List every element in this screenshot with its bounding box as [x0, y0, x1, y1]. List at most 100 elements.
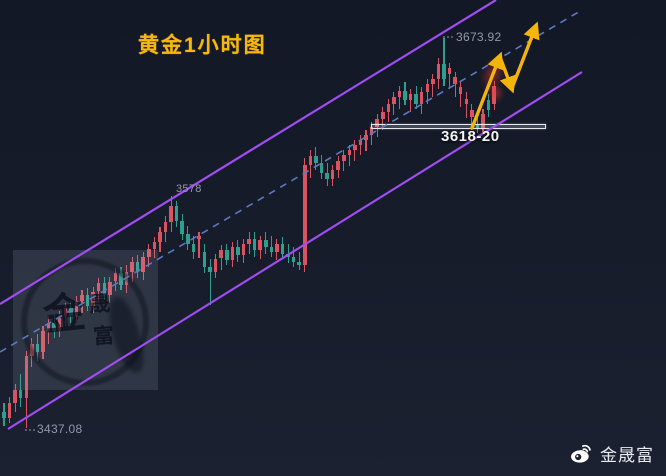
brand-name: 金晟富 [600, 446, 654, 465]
candle-body [147, 248, 151, 257]
candle-body [119, 273, 123, 285]
candle-body [436, 64, 441, 79]
candle-body [353, 144, 357, 150]
candle-wick [359, 135, 362, 155]
candle-wick [432, 74, 434, 98]
candle-body [442, 64, 446, 79]
candle-body [91, 291, 95, 307]
candle-wick [298, 251, 300, 270]
candle-body [403, 90, 407, 101]
candle-body [80, 294, 84, 302]
candle-wick [365, 130, 367, 152]
candle-body [152, 242, 157, 249]
candle-body [464, 98, 469, 104]
candle-body [30, 344, 34, 356]
candle-body [24, 355, 29, 399]
candle-body [481, 113, 485, 129]
candle-body [291, 256, 296, 262]
candle-body [330, 169, 335, 180]
candle-body [358, 140, 363, 145]
candle-body [431, 79, 435, 84]
candle-body [453, 77, 457, 84]
candle-body [414, 93, 418, 104]
candle-body [325, 172, 329, 180]
candle-wick [449, 62, 451, 89]
candle-body [63, 307, 68, 317]
swing-high-label: 3578 [176, 183, 202, 195]
candle-body [74, 301, 79, 317]
candle-body [57, 316, 62, 331]
candle-body [419, 92, 424, 104]
candle-body [347, 149, 352, 155]
candle-body [46, 322, 51, 331]
candle-body [269, 247, 274, 252]
watermark-stamp: 金 晟 富 [12, 249, 158, 395]
candle-body [202, 251, 207, 267]
candle-wick [465, 92, 467, 119]
support-zone-band [371, 124, 546, 129]
projection-arrow-segment [510, 21, 540, 90]
candle-wick [393, 92, 395, 116]
candle-body [69, 307, 73, 317]
candle-body [297, 261, 301, 266]
candle-body [180, 220, 184, 234]
candle-body [386, 103, 391, 112]
candle-body [96, 283, 101, 292]
projection-arrow-segment [498, 55, 516, 94]
support-zone-label: 3618-20 [441, 128, 500, 145]
low-price-label: 3437.08 [37, 422, 83, 436]
candle-wick [454, 72, 456, 98]
candle-body [314, 156, 318, 163]
candle-body [7, 403, 12, 419]
candle-body [130, 261, 134, 272]
candle-body [470, 110, 474, 117]
weibo-icon [571, 444, 591, 463]
candle-wick [209, 258, 211, 305]
candle-body [303, 164, 307, 266]
candle-body [169, 205, 173, 223]
candle-wick [270, 235, 272, 257]
candle-wick [348, 144, 350, 167]
candle-body [252, 238, 257, 251]
candle-body [135, 261, 140, 272]
candle-body [41, 331, 45, 353]
high-price-label: 3673.92 [456, 30, 502, 44]
upper-channel-line [0, 0, 497, 305]
brand-watermark: 金晟富 [569, 441, 654, 466]
candle-body [158, 232, 162, 243]
candle-body [213, 258, 218, 272]
candle-body [108, 281, 112, 295]
candle-body [186, 233, 190, 244]
candle-wick [81, 289, 83, 313]
candle-body [191, 243, 196, 252]
candle-wick [443, 38, 445, 86]
candle-body [375, 118, 379, 127]
candle-wick [354, 140, 356, 162]
candle-body [219, 250, 223, 259]
candle-body [342, 154, 346, 162]
candle-body [230, 247, 235, 261]
candle-body [141, 256, 145, 272]
candle-body [280, 243, 285, 254]
candle-body [392, 97, 396, 104]
projection-arrow-segment [470, 51, 504, 130]
candle-body [2, 411, 6, 419]
candle-body [113, 273, 118, 282]
candle-body [364, 135, 368, 140]
candle-wick [20, 373, 22, 407]
candle-body [381, 112, 385, 119]
candle-body [174, 205, 179, 221]
candle-body [369, 126, 374, 135]
lower-channel-line [7, 71, 583, 430]
candle-body [275, 243, 279, 252]
candle-body [408, 93, 413, 101]
candle-body [225, 250, 229, 261]
candle-body [447, 67, 452, 75]
candle-body [308, 156, 313, 165]
candle-wick [198, 232, 200, 259]
candle-body [247, 238, 251, 244]
candle-body [458, 87, 463, 94]
